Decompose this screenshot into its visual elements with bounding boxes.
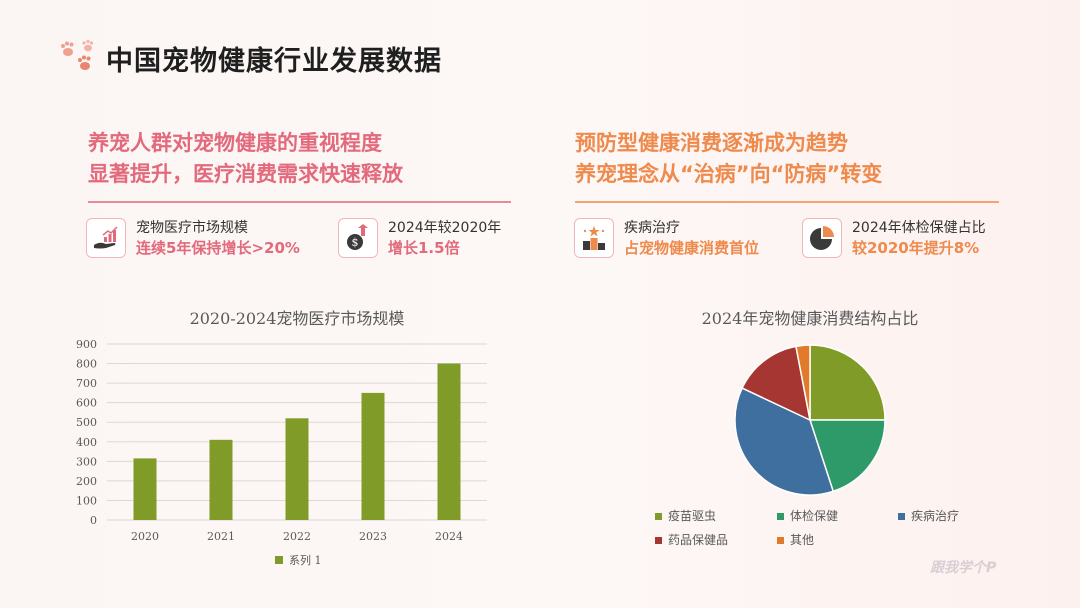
y-tick-label: 500 (76, 416, 97, 429)
stat-label: 宠物医疗市场规模 (136, 219, 248, 236)
y-tick-label: 0 (90, 514, 97, 527)
bar (285, 418, 309, 520)
market-size-bar-chart: 2020-2024宠物医疗市场规模 0 100 200 300 400 500 600 700 8… (76, 309, 487, 567)
right-headline: 预防型健康消费逐渐成为趋势 养宠理念从“治病”向“防病”转变 (575, 128, 1005, 190)
y-tick-label: 400 (76, 436, 97, 449)
chart-title: 2024年宠物健康消费结构占比 (702, 309, 919, 328)
y-tick-label: 200 (76, 475, 97, 488)
page-title: 中国宠物健康行业发展数据 (106, 45, 442, 77)
y-tick-label: 700 (76, 377, 97, 390)
legend-swatch (655, 513, 662, 520)
bar (361, 392, 385, 520)
right-divider (575, 201, 999, 203)
podium-icon (574, 218, 614, 258)
legend-label: 体检保健 (790, 508, 838, 523)
stat-label: 疾病治疗 (624, 219, 680, 236)
header: 中国宠物健康行业发展数据 (58, 36, 442, 80)
legend-label: 系列 1 (289, 553, 322, 567)
x-tick-label: 2022 (283, 530, 311, 543)
x-tick-label: 2021 (207, 530, 235, 543)
svg-text:$: $ (352, 236, 359, 249)
stat-disease-treatment: 疾病治疗 占宠物健康消费首位 (574, 218, 759, 258)
money-rise-icon: $ (338, 218, 378, 258)
y-tick-label: 800 (76, 358, 97, 371)
chart-title: 2020-2024宠物医疗市场规模 (190, 309, 405, 328)
left-headline: 养宠人群对宠物健康的重视程度 显著提升，医疗消费需求快速释放 (88, 128, 518, 190)
bar (209, 439, 233, 520)
stat-value: 占宠物健康消费首位 (624, 238, 760, 257)
legend-label: 疾病治疗 (911, 508, 959, 523)
x-tick-label: 2023 (359, 530, 387, 543)
stat-label: 2024年较2020年 (388, 219, 502, 236)
stat-market-growth: 宠物医疗市场规模 连续5年保持增长>20% (86, 218, 300, 258)
legend-label: 其他 (790, 533, 814, 547)
legend-swatch (275, 556, 283, 564)
y-tick-label: 300 (76, 455, 97, 468)
bar (133, 458, 157, 520)
pie-icon (802, 218, 842, 258)
stat-value: 较2020年提升8% (852, 238, 980, 257)
y-tick-label: 600 (76, 397, 97, 410)
pie-slice (808, 419, 886, 493)
left-divider (88, 201, 511, 203)
x-tick-label: 2024 (435, 530, 463, 543)
stat-value: 连续5年保持增长>20% (136, 238, 300, 257)
paw-icon (58, 36, 102, 80)
pie-slice (741, 345, 812, 422)
pie-slice (734, 387, 835, 496)
legend-label: 药品保健品 (668, 533, 728, 547)
stat-growth-multiple: $ 2024年较2020年 增长1.5倍 (338, 218, 501, 258)
legend-swatch (655, 537, 662, 544)
hand-growth-icon (86, 218, 126, 258)
y-tick-label: 900 (76, 338, 97, 351)
right-headline-line-2: 养宠理念从“治病”向“防病”转变 (575, 162, 883, 186)
left-headline-line-1: 养宠人群对宠物健康的重视程度 (88, 131, 382, 155)
right-headline-line-1: 预防型健康消费逐渐成为趋势 (575, 131, 848, 155)
pie-slice (809, 344, 886, 421)
pie-slice (795, 344, 811, 421)
stat-checkup-share: 2024年体检保健占比 较2020年提升8% (802, 218, 986, 258)
legend-label: 疫苗驱虫 (668, 508, 716, 523)
y-tick-label: 100 (76, 494, 97, 507)
watermark: 跟我学个P (930, 560, 997, 576)
stat-label: 2024年体检保健占比 (852, 219, 986, 236)
bar (437, 363, 461, 520)
stat-value: 增长1.5倍 (388, 238, 460, 257)
legend-swatch (898, 513, 905, 520)
legend-swatch (777, 513, 784, 520)
x-tick-label: 2020 (131, 530, 159, 543)
legend-swatch (777, 537, 784, 544)
left-headline-line-2: 显著提升，医疗消费需求快速释放 (88, 162, 403, 186)
